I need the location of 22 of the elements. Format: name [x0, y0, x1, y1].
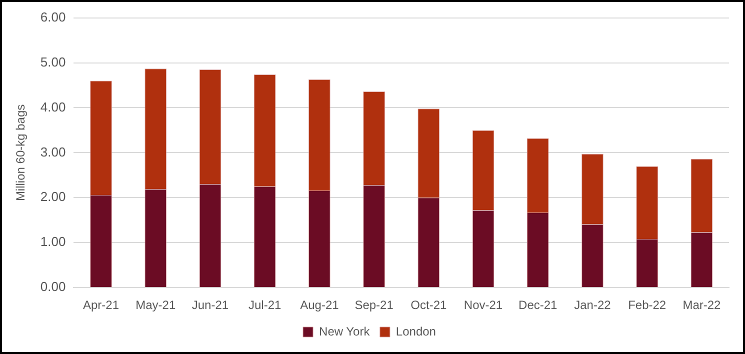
y-axis-title: Million 60-kg bags	[14, 104, 28, 202]
x-tick-label: Dec-21	[518, 298, 558, 312]
x-tick-label: Jul-21	[248, 298, 282, 312]
x-tick-label: Aug-21	[300, 298, 340, 312]
y-tick-label: 4.00	[40, 99, 66, 114]
y-tick-label: 2.00	[40, 189, 66, 204]
x-tick-label: Sep-21	[354, 298, 394, 312]
y-tick-label: 5.00	[40, 54, 66, 70]
x-tick-label: May-21	[136, 298, 176, 312]
x-tick-label: Mar-22	[682, 298, 722, 312]
x-tick-label: Nov-21	[464, 298, 503, 312]
legend-label: London	[396, 324, 436, 338]
legend-label: New York	[319, 324, 371, 338]
x-tick-label: Apr-21	[82, 298, 120, 312]
x-tick-label: Feb-22	[628, 298, 666, 312]
y-tick-label: 6.00	[40, 9, 66, 24]
x-tick-label: Jun-21	[192, 298, 229, 312]
x-tick-label: Jan-22	[574, 298, 612, 312]
y-tick-label: 0.00	[40, 279, 66, 294]
x-tick-label: Oct-21	[410, 298, 447, 312]
y-tick-label: 1.00	[40, 234, 66, 250]
y-tick-label: 3.00	[40, 144, 66, 160]
